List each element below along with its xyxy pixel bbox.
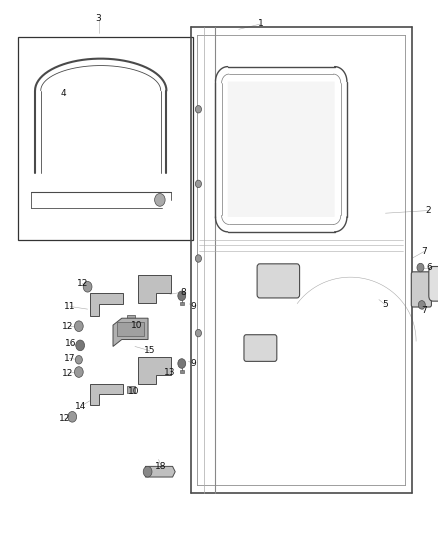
- Polygon shape: [138, 357, 171, 384]
- Text: 10: 10: [131, 321, 142, 329]
- Text: 9: 9: [191, 302, 197, 311]
- Text: 10: 10: [128, 387, 139, 396]
- Polygon shape: [90, 384, 123, 405]
- Text: 14: 14: [75, 402, 87, 410]
- Text: 2: 2: [426, 206, 431, 215]
- Text: 8: 8: [180, 288, 186, 296]
- Text: 18: 18: [155, 462, 167, 471]
- Circle shape: [143, 466, 152, 477]
- FancyBboxPatch shape: [228, 82, 335, 217]
- Polygon shape: [138, 275, 171, 303]
- Text: 1: 1: [258, 20, 264, 28]
- Text: 4: 4: [61, 89, 66, 98]
- Text: 9: 9: [191, 359, 197, 368]
- Text: 12: 12: [59, 414, 71, 423]
- Bar: [180, 370, 184, 373]
- Polygon shape: [113, 318, 148, 346]
- Text: 12: 12: [62, 322, 74, 330]
- Circle shape: [178, 359, 186, 368]
- Polygon shape: [145, 466, 175, 477]
- Circle shape: [195, 255, 201, 262]
- Bar: [180, 302, 184, 305]
- Circle shape: [418, 301, 425, 309]
- Circle shape: [178, 291, 186, 301]
- Text: 11: 11: [64, 302, 76, 311]
- Bar: [117, 322, 144, 336]
- Text: 7: 7: [421, 247, 427, 256]
- Text: 3: 3: [95, 14, 102, 23]
- Text: 7: 7: [421, 306, 427, 314]
- Circle shape: [74, 367, 83, 377]
- Circle shape: [417, 263, 424, 272]
- Circle shape: [68, 411, 77, 422]
- FancyBboxPatch shape: [257, 264, 300, 298]
- Circle shape: [74, 321, 83, 332]
- Text: 13: 13: [164, 368, 176, 376]
- Circle shape: [76, 340, 85, 351]
- Text: 15: 15: [144, 346, 155, 355]
- Circle shape: [195, 180, 201, 188]
- Circle shape: [83, 281, 92, 292]
- Polygon shape: [90, 293, 123, 316]
- Circle shape: [75, 356, 82, 364]
- FancyBboxPatch shape: [429, 266, 438, 301]
- Circle shape: [195, 106, 201, 113]
- Bar: [127, 386, 135, 393]
- Circle shape: [195, 329, 201, 337]
- Text: 16: 16: [65, 340, 77, 348]
- FancyBboxPatch shape: [411, 272, 431, 307]
- Bar: [18, 37, 193, 240]
- Circle shape: [155, 193, 165, 206]
- FancyBboxPatch shape: [244, 335, 277, 361]
- Bar: [127, 315, 135, 321]
- Text: 17: 17: [64, 354, 75, 362]
- Text: 12: 12: [77, 279, 88, 288]
- Text: 5: 5: [382, 301, 389, 309]
- Text: 6: 6: [426, 263, 432, 272]
- Text: 12: 12: [62, 369, 74, 377]
